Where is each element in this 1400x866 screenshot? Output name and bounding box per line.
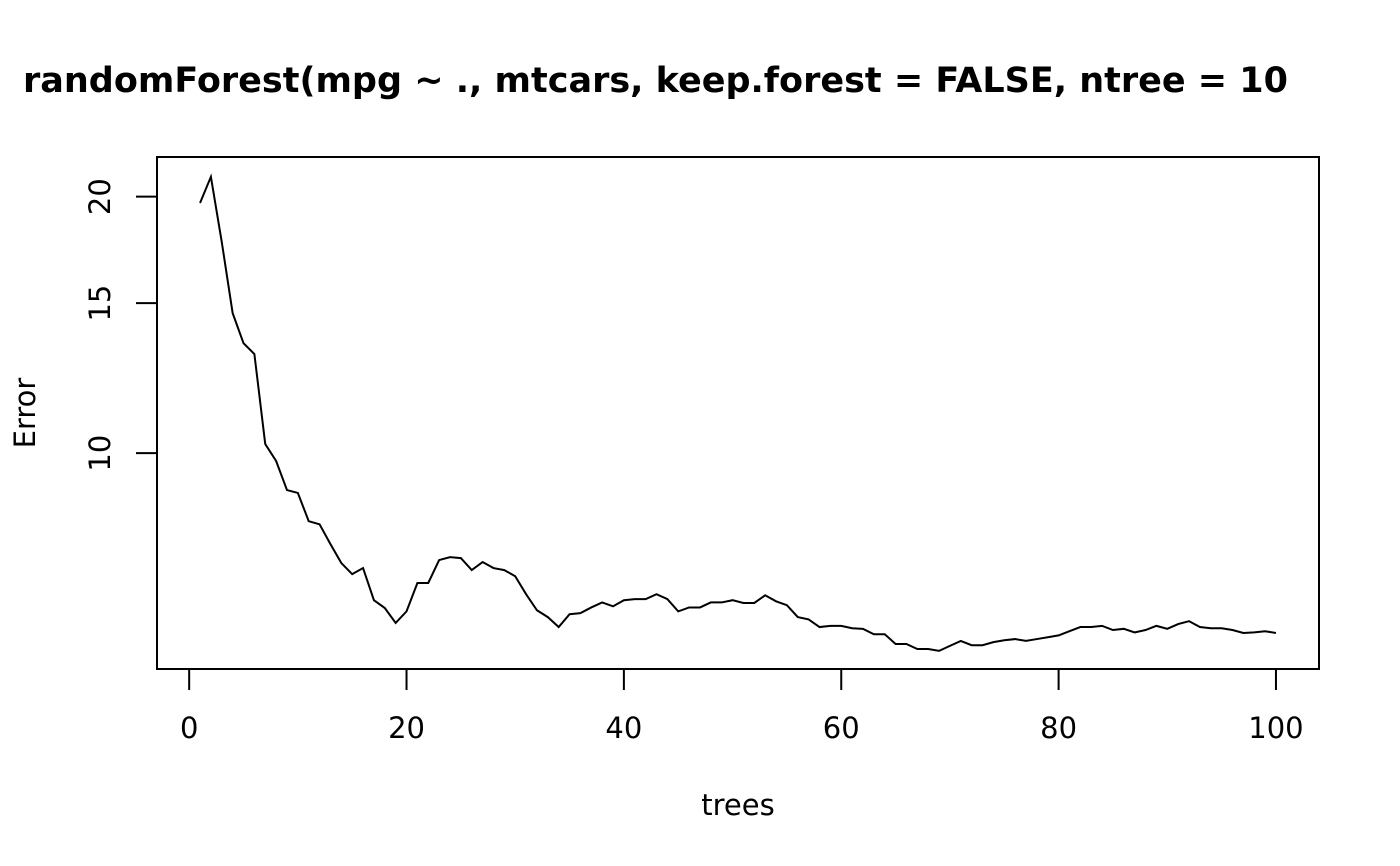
chart-title: randomForest(mpg ~ ., mtcars, keep.fores… [23, 61, 1288, 101]
plot-box [156, 156, 1320, 670]
x-tick-label: 0 [180, 711, 198, 745]
y-tick-label: 20 [83, 178, 117, 215]
y-axis-label: Error [8, 378, 42, 449]
x-axis-label: trees [701, 788, 774, 822]
y-tick-label: 15 [83, 285, 117, 322]
x-tick-label: 60 [823, 711, 860, 745]
x-tick-label: 100 [1248, 711, 1303, 745]
x-tick-label: 80 [1040, 711, 1077, 745]
error-line [199, 173, 1277, 652]
x-tick-label: 20 [388, 711, 425, 745]
x-tick-label: 40 [605, 711, 642, 745]
y-tick-label: 10 [83, 435, 117, 472]
